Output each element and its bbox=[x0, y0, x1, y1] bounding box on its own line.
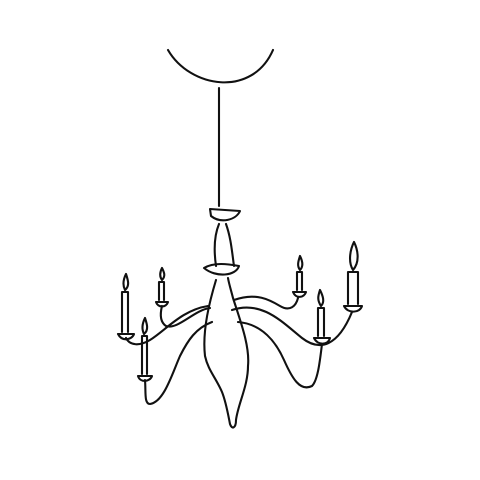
flame-icon bbox=[349, 240, 359, 272]
candle-cup-icon bbox=[116, 332, 136, 341]
candle-stick-icon bbox=[140, 334, 149, 376]
flame-icon bbox=[122, 272, 130, 292]
candle-left-inner bbox=[154, 266, 170, 308]
candle-stick-icon bbox=[120, 290, 130, 334]
candle-cup-icon bbox=[136, 374, 154, 382]
arm-right-outer bbox=[230, 306, 354, 347]
arm-left-inner bbox=[159, 304, 212, 328]
candle-cup-icon bbox=[312, 336, 332, 345]
arm-left-outer bbox=[124, 304, 210, 346]
arm-right-lower bbox=[236, 320, 324, 389]
candle-right-outer bbox=[342, 240, 364, 313]
candle-right-inner bbox=[291, 254, 308, 298]
upper-stem bbox=[213, 222, 236, 268]
upper-cup bbox=[208, 207, 242, 222]
candle-stick-icon bbox=[295, 270, 304, 292]
arm-left-lower bbox=[143, 320, 214, 406]
candle-left-lower bbox=[136, 316, 154, 382]
candle-right-lower bbox=[312, 288, 332, 345]
candle-stick-icon bbox=[316, 306, 326, 338]
candle-stick-icon bbox=[157, 280, 166, 302]
central-body bbox=[203, 276, 250, 429]
flame-icon bbox=[317, 288, 325, 308]
flame-icon bbox=[159, 266, 166, 282]
candle-cup-icon bbox=[291, 290, 308, 298]
ceiling-canopy bbox=[166, 48, 275, 84]
candle-cup-icon bbox=[154, 300, 170, 308]
flame-icon bbox=[297, 254, 304, 272]
arm-right-inner bbox=[232, 295, 300, 310]
flame-icon bbox=[141, 316, 149, 336]
lower-cup bbox=[202, 262, 241, 276]
candle-left-outer bbox=[116, 272, 136, 341]
candle-cup-icon bbox=[342, 304, 364, 313]
candle-stick-icon bbox=[346, 270, 360, 306]
